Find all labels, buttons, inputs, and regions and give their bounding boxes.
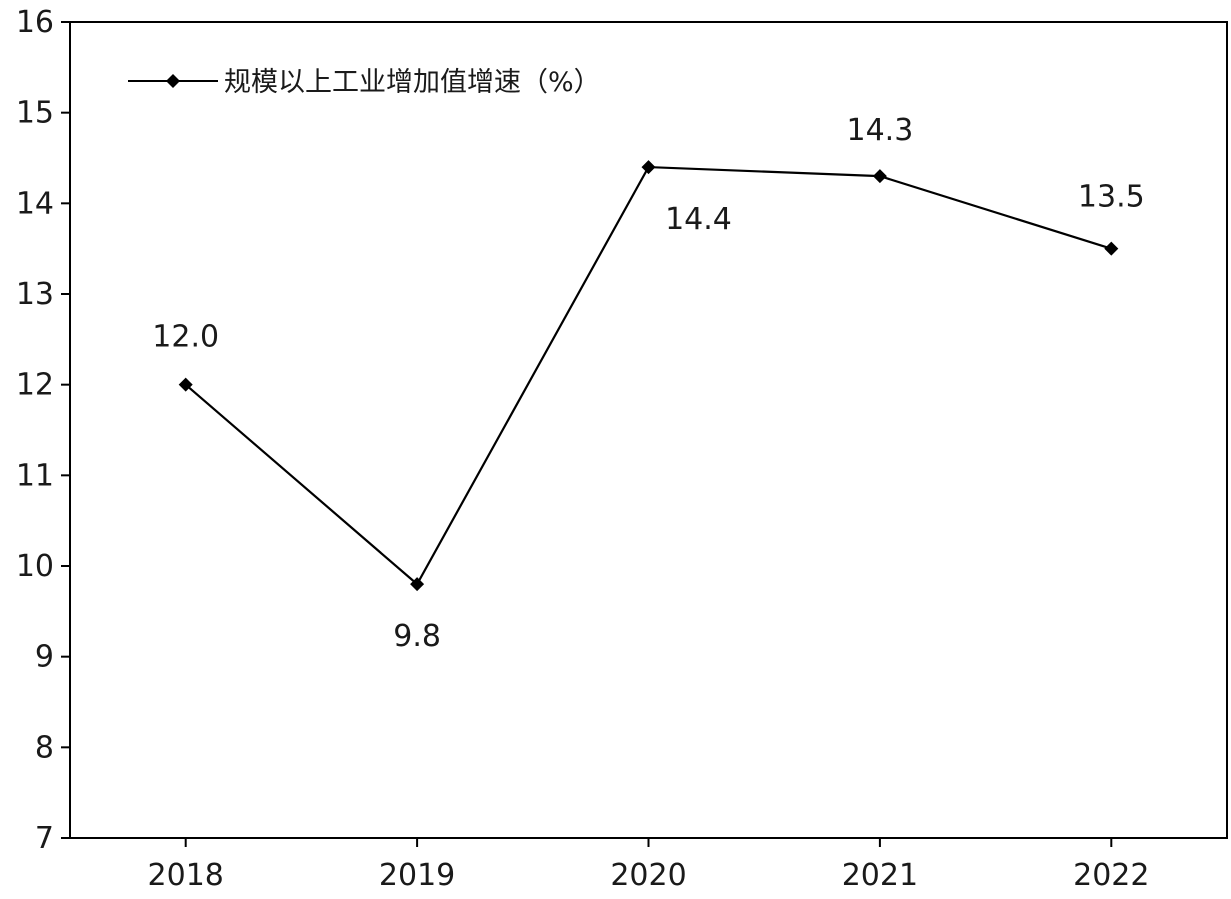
data-point-marker [872, 169, 887, 184]
x-tick-label: 2019 [379, 858, 455, 893]
data-label: 14.3 [847, 113, 914, 148]
x-axis: 2018 2019 2020 2021 2022 [148, 838, 1149, 893]
y-tick-label: 8 [35, 730, 54, 765]
x-tick-label: 2018 [148, 858, 224, 893]
legend: 规模以上工业增加值增速（%） [128, 67, 601, 98]
y-tick-label: 12 [16, 368, 54, 403]
data-point-marker [1104, 241, 1119, 256]
y-tick-label: 15 [16, 96, 54, 131]
data-labels: 12.0 9.8 14.4 14.3 13.5 [152, 113, 1144, 654]
y-tick-label: 9 [35, 640, 54, 675]
data-label: 14.4 [665, 202, 732, 237]
legend-diamond-marker [166, 74, 180, 88]
x-tick-label: 2020 [610, 858, 686, 893]
y-tick-label: 11 [16, 458, 54, 493]
y-tick-label: 16 [16, 5, 54, 40]
data-label: 9.8 [393, 619, 441, 654]
y-tick-label: 7 [35, 821, 54, 856]
plot-area [69, 21, 1228, 839]
series-layer [178, 160, 1119, 592]
series-line [184, 165, 1112, 586]
y-tick-label: 14 [16, 186, 54, 221]
x-tick-label: 2022 [1073, 858, 1149, 893]
legend-label: 规模以上工业增加值增速（%） [224, 67, 601, 98]
data-label: 13.5 [1078, 180, 1145, 215]
x-tick-label: 2021 [842, 858, 918, 893]
y-axis: 7 8 9 10 11 12 13 14 15 16 [16, 5, 70, 856]
data-point-marker [641, 160, 656, 175]
data-point-marker [410, 577, 425, 592]
data-label: 12.0 [152, 320, 219, 355]
y-tick-label: 10 [16, 549, 54, 584]
y-tick-label: 13 [16, 277, 54, 312]
data-point-marker [178, 377, 193, 392]
plot-area-border [69, 21, 1228, 839]
